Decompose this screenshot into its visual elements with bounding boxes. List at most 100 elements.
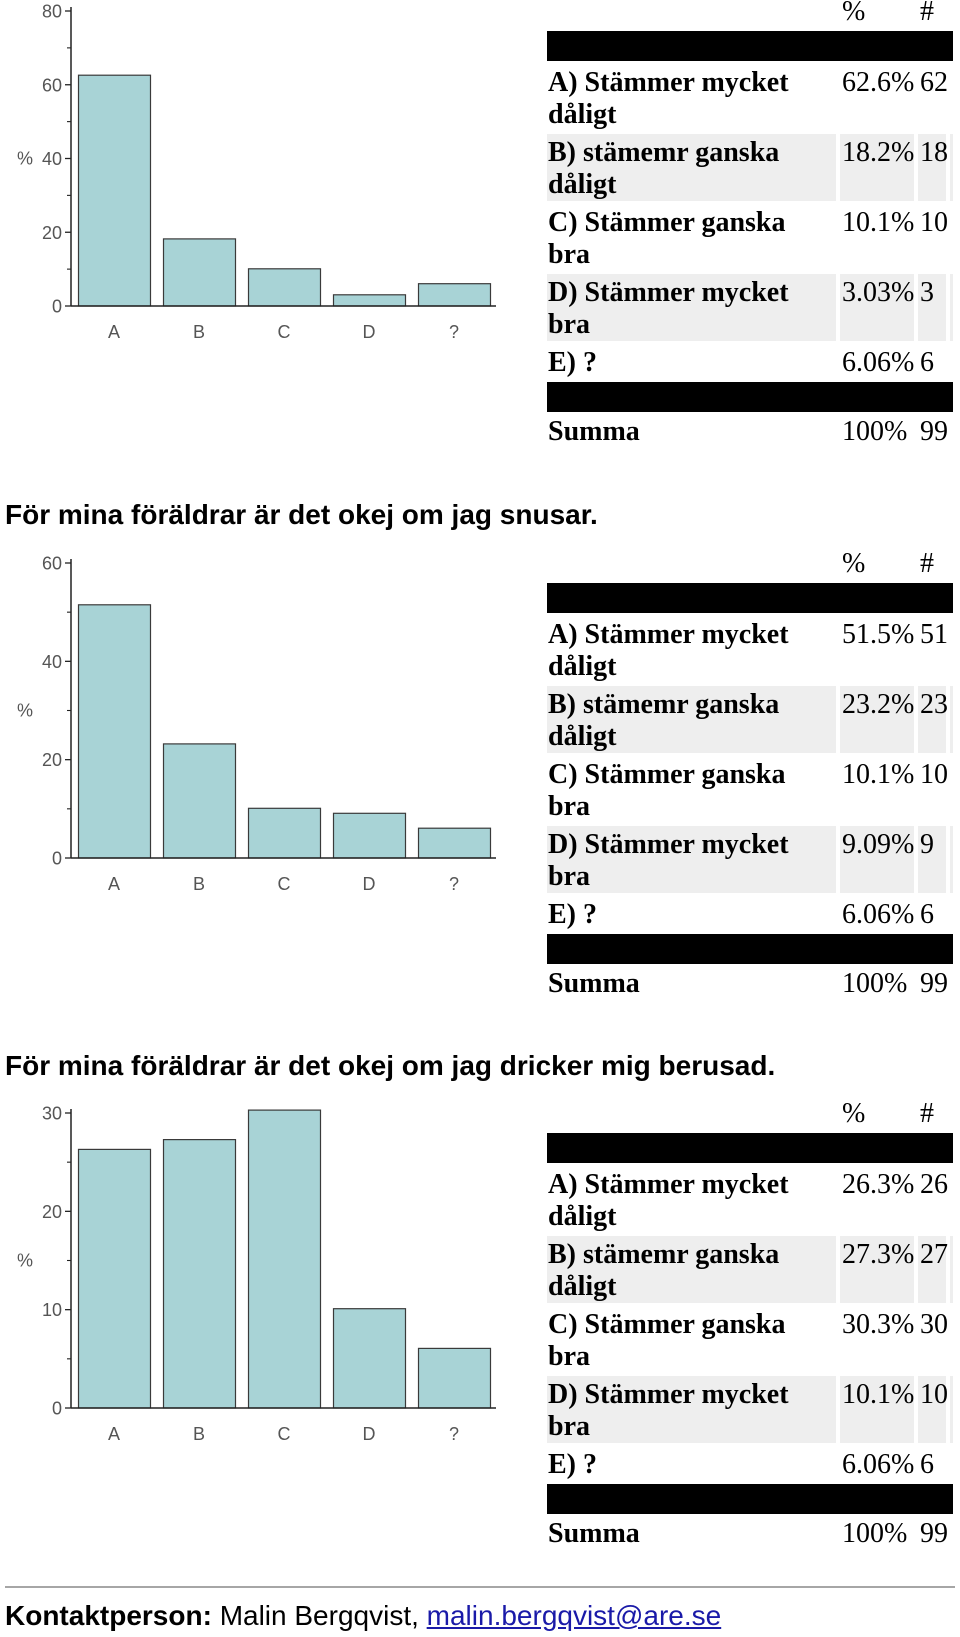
answer-percent: 62.6%	[842, 67, 915, 98]
row-end-cell	[950, 64, 953, 131]
table-divider-band	[547, 31, 953, 61]
header-percent: %	[842, 1098, 866, 1129]
answer-percent: 10.1%	[842, 759, 915, 790]
table-row: B) stämemr ganska dåligt 18.2% 18	[547, 134, 953, 201]
bar-c	[247, 268, 322, 307]
header-blank-cell	[547, 547, 836, 580]
header-count: #	[920, 548, 934, 579]
table-header-row: % #	[547, 1097, 953, 1130]
y-axis-label: %	[17, 149, 33, 169]
answer-count: 10	[920, 759, 948, 790]
header-percent: %	[842, 548, 866, 579]
bar-d	[332, 812, 407, 859]
table-header-row: % #	[547, 547, 953, 580]
category-label-unknown: ?	[449, 874, 459, 894]
y-tick-label: 40	[42, 652, 62, 672]
answer-percent: 6.06%	[842, 347, 915, 378]
answer-percent: 3.03%	[840, 274, 914, 341]
y-tick-label: 20	[42, 1202, 62, 1222]
y-tick-label: 40	[42, 149, 62, 169]
row-end-cell	[950, 344, 953, 379]
table-row: A) Stämmer mycket dåligt 26.3% 26	[547, 1166, 953, 1233]
contact-email-link[interactable]: malin.bergqvist@are.se	[426, 1600, 722, 1631]
summa-count: 99	[920, 1518, 948, 1549]
y-tick-label: 20	[42, 223, 62, 243]
bar-unknown	[417, 827, 492, 859]
question-section: A B C D? 0 10 20 30% % # A) Stämmer mycket dåligt…	[0, 1097, 960, 1552]
category-label-c: C	[278, 874, 291, 894]
bar-c	[247, 1109, 322, 1409]
answer-count: 6	[920, 1449, 934, 1480]
answer-label: C) Stämmer ganska bra	[548, 1309, 786, 1372]
answer-label: B) stämemr ganska dåligt	[547, 1236, 836, 1303]
table-row: E) ? 6.06% 6	[547, 344, 953, 379]
contact-label: Kontaktperson:	[5, 1600, 212, 1631]
answer-percent: 6.06%	[842, 1449, 915, 1480]
answer-label: B) stämemr ganska dåligt	[547, 686, 836, 753]
row-end-cell	[950, 134, 953, 201]
bar-a	[77, 604, 152, 859]
header-blank-cell	[547, 0, 836, 28]
header-count: #	[920, 0, 934, 27]
category-label-a: A	[108, 874, 120, 894]
contact-name: Malin Bergqvist,	[219, 1600, 419, 1631]
row-end-cell	[950, 274, 953, 341]
category-label-b: B	[193, 874, 205, 894]
summa-label: Summa	[548, 968, 640, 999]
header-blank-cell	[547, 1097, 836, 1130]
answer-count: 9	[918, 826, 946, 893]
answer-percent: 6.06%	[842, 899, 915, 930]
y-tick-label: 20	[42, 750, 62, 770]
y-tick-label: 30	[42, 1104, 62, 1124]
table-row: A) Stämmer mycket dåligt 62.6% 62	[547, 64, 953, 131]
table-divider-band	[547, 1484, 953, 1514]
bar-b	[162, 1138, 237, 1409]
y-tick-label: 60	[42, 554, 62, 574]
answer-count: 51	[920, 619, 948, 650]
summa-row: Summa 100% 99	[547, 967, 953, 1000]
answer-label: D) Stämmer mycket bra	[547, 1376, 836, 1443]
row-end-cell	[950, 896, 953, 931]
bar-a	[77, 1148, 152, 1409]
summa-count: 99	[920, 416, 948, 447]
answer-label: D) Stämmer mycket bra	[547, 826, 836, 893]
bar-b	[162, 238, 237, 307]
table-divider-band	[547, 382, 953, 412]
summa-count: 99	[920, 968, 948, 999]
header-percent: %	[842, 0, 866, 27]
y-tick-label: 0	[52, 849, 62, 869]
answer-label: E) ?	[548, 1449, 597, 1480]
row-end-cell	[950, 1446, 953, 1481]
table-row: C) Stämmer ganska bra 30.3% 30	[547, 1306, 953, 1373]
answer-percent: 51.5%	[842, 619, 915, 650]
answer-count: 23	[918, 686, 948, 753]
answer-percent: 10.1%	[840, 1376, 914, 1443]
category-label-b: B	[193, 322, 205, 342]
bar-unknown	[417, 283, 492, 307]
row-end-cell	[950, 204, 953, 271]
row-end-cell	[950, 415, 953, 448]
answer-label: E) ?	[548, 347, 597, 378]
bar-chart: A B C D ? 0 20 40 60%	[17, 554, 496, 894]
table-divider-band	[547, 1133, 953, 1163]
answer-count: 6	[920, 899, 934, 930]
bar-unknown	[417, 1347, 492, 1409]
category-label-unknown: ?	[449, 322, 459, 342]
table-row: C) Stämmer ganska bra 10.1% 10	[547, 204, 953, 271]
results-table: % # A) Stämmer mycket dåligt 51.5% 51 B) stäm…	[547, 547, 953, 1000]
answer-label: A) Stämmer mycket dåligt	[548, 67, 789, 130]
row-end-cell	[950, 1166, 953, 1233]
answer-count: 3	[918, 274, 946, 341]
bar-d	[332, 294, 407, 307]
bar-b	[162, 743, 237, 859]
table-row: B) stämemr ganska dåligt 23.2% 23	[547, 686, 953, 753]
y-tick-label: 60	[42, 75, 62, 95]
summa-row: Summa 100% 99	[547, 1517, 953, 1550]
category-label-c: C	[278, 322, 291, 342]
answer-percent: 10.1%	[842, 207, 915, 238]
table-divider-band	[547, 934, 953, 964]
answer-percent: 18.2%	[840, 134, 914, 201]
category-label-d: D	[363, 1424, 376, 1444]
category-label-d: D	[363, 322, 376, 342]
